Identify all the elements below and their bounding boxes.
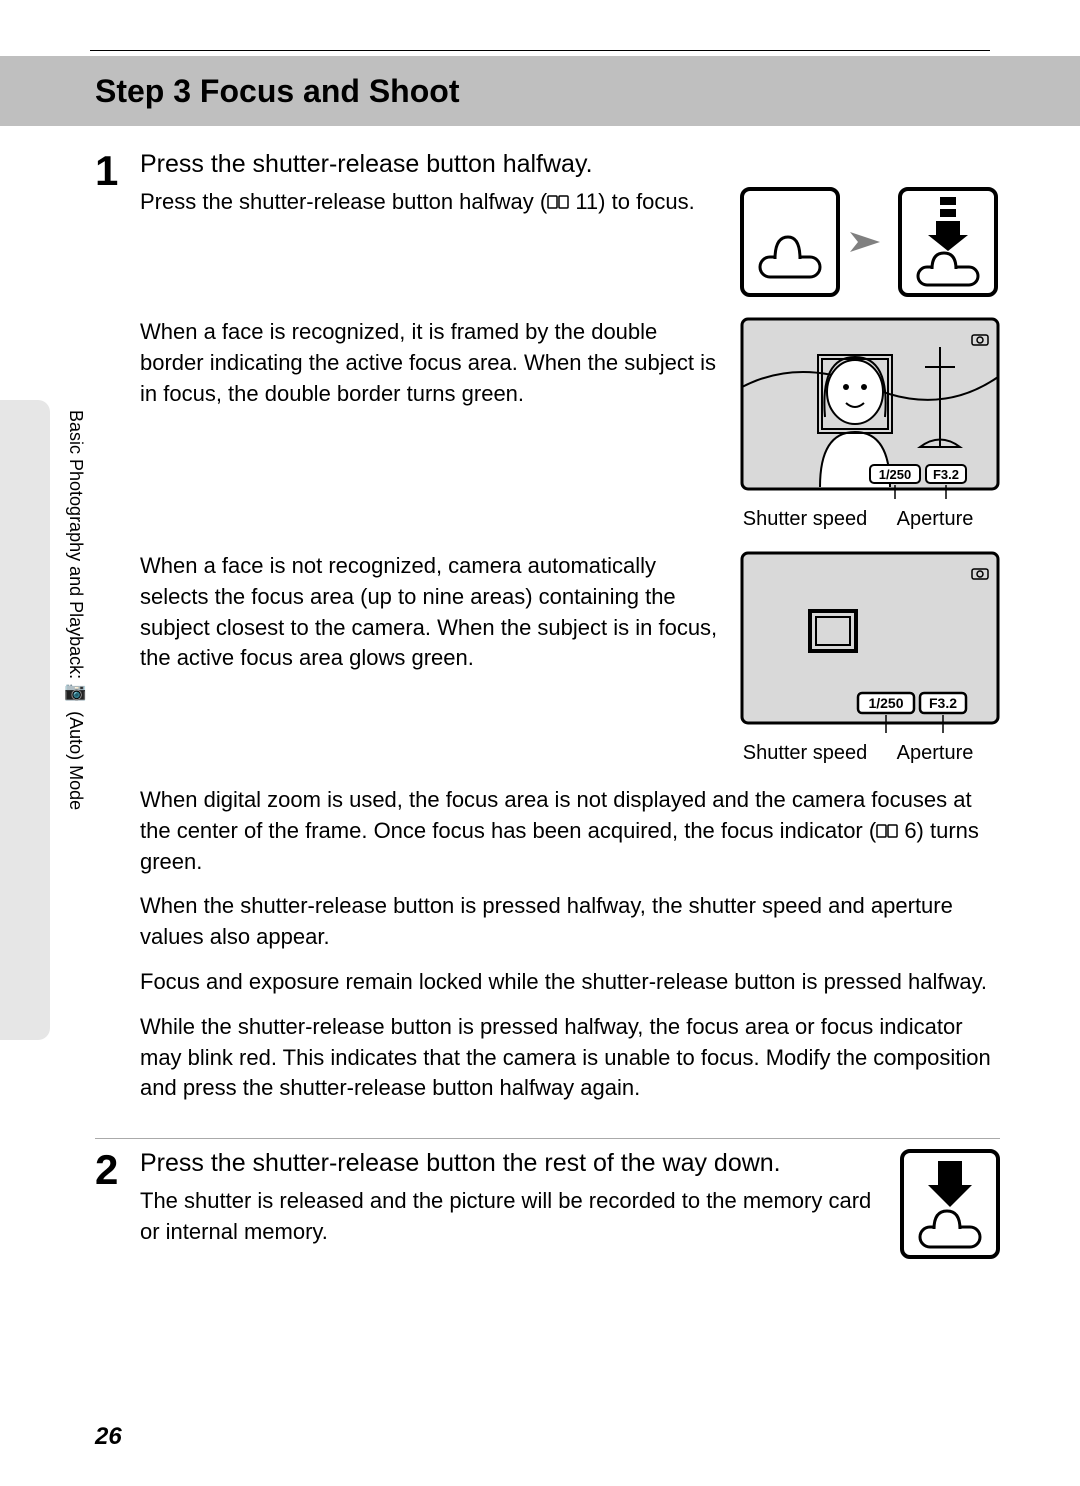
- step-1-intro: Press the shutter-release button halfway…: [140, 187, 722, 297]
- step-1-p1a: Press the shutter-release button halfway…: [140, 189, 547, 214]
- step-1-p2: When a face is recognized, it is framed …: [140, 317, 722, 531]
- top-rule: [90, 50, 990, 51]
- step-1-p4: When digital zoom is used, the focus are…: [140, 785, 1000, 877]
- step-1-p1b: 11) to focus.: [569, 189, 695, 214]
- autofocus-figure: 1/250 F3.2 Shutter speed Aperture: [740, 551, 1000, 765]
- step-1-row-1: Press the shutter-release button halfway…: [140, 187, 1000, 297]
- step-1-title: Press the shutter-release button halfway…: [140, 150, 1000, 179]
- press-full-figure: [900, 1149, 1000, 1262]
- step-1-p5: When the shutter-release button is press…: [140, 891, 1000, 953]
- step-2-number: 2: [95, 1149, 140, 1282]
- section-title: Step 3 Focus and Shoot: [95, 73, 459, 110]
- book-icon: [547, 193, 569, 211]
- aperture-label-2: Aperture: [870, 742, 1000, 765]
- step-1-row-3: When a face is not recognized, camera au…: [140, 551, 1000, 765]
- aperture-label: Aperture: [870, 508, 1000, 531]
- aperture-value: F3.2: [933, 467, 959, 482]
- shutter-speed-value: 1/250: [879, 467, 912, 482]
- step-1-number: 1: [95, 150, 140, 1118]
- face-detect-figure: 1/250 F3.2 Shutter speed Aperture: [740, 317, 1000, 531]
- step-1-p4a: When digital zoom is used, the focus are…: [140, 787, 972, 843]
- page-number: 26: [95, 1423, 122, 1451]
- shutter-speed-label: Shutter speed: [740, 508, 870, 531]
- step-1-p7: While the shutter-release button is pres…: [140, 1012, 1000, 1104]
- side-tab-label: Basic Photography and Playback: 📷 (Auto)…: [65, 410, 87, 810]
- press-halfway-figure: [740, 187, 1000, 297]
- shutter-speed-value-2: 1/250: [868, 695, 903, 711]
- fig-labels-1: Shutter speed Aperture: [740, 508, 1000, 531]
- section-header: Step 3 Focus and Shoot: [0, 56, 1080, 126]
- step-2: 2 Press the shutter-release button the r…: [95, 1149, 1000, 1302]
- step-2-row: Press the shutter-release button the res…: [140, 1149, 1000, 1262]
- book-icon-2: [876, 822, 898, 840]
- page-content: 1 Press the shutter-release button halfw…: [95, 150, 1000, 1312]
- step-1: 1 Press the shutter-release button halfw…: [95, 150, 1000, 1139]
- step-1-p3: When a face is not recognized, camera au…: [140, 551, 722, 765]
- fig-labels-2: Shutter speed Aperture: [740, 742, 1000, 765]
- step-2-p1: The shutter is released and the picture …: [140, 1186, 882, 1248]
- side-tab: [0, 400, 50, 1040]
- step-2-title: Press the shutter-release button the res…: [140, 1149, 882, 1178]
- step-1-row-2: When a face is recognized, it is framed …: [140, 317, 1000, 531]
- aperture-value-2: F3.2: [929, 695, 957, 711]
- step-1-p6: Focus and exposure remain locked while t…: [140, 967, 1000, 998]
- step-2-body: Press the shutter-release button the res…: [140, 1149, 1000, 1282]
- step-1-body: Press the shutter-release button halfway…: [140, 150, 1000, 1118]
- shutter-speed-label-2: Shutter speed: [740, 742, 870, 765]
